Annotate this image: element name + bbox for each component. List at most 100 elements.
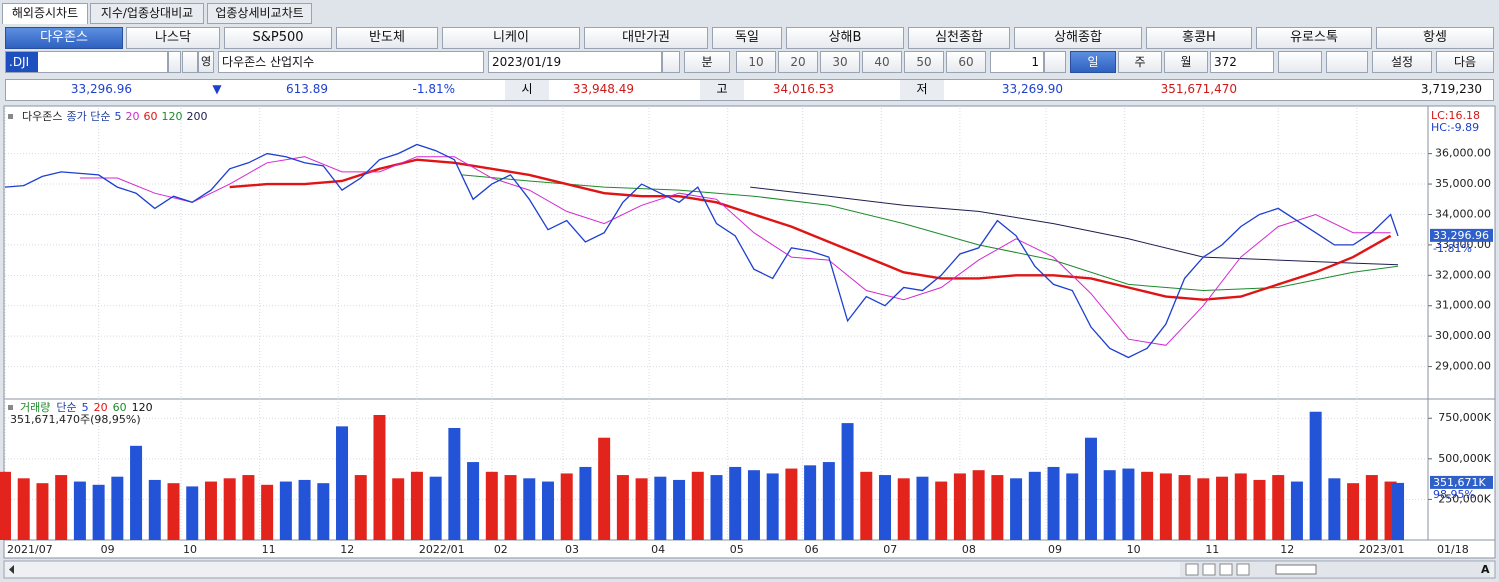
symbol-input[interactable]: .DJI bbox=[5, 51, 168, 73]
last-price: 33,296.96 bbox=[70, 82, 132, 96]
x-tick-label: 03 bbox=[565, 543, 579, 556]
tab[interactable]: 업종상세비교차트 bbox=[207, 3, 312, 24]
x-tick-label: 2023/01 bbox=[1359, 543, 1405, 556]
volume-bar bbox=[804, 465, 817, 540]
volume-bar bbox=[935, 481, 948, 540]
legend-item: 60 bbox=[143, 110, 157, 123]
volume-bar bbox=[186, 486, 199, 540]
minute-option[interactable]: 20 bbox=[778, 51, 818, 73]
index-button[interactable]: 홍콩H bbox=[1146, 27, 1252, 49]
x-tick-label: 07 bbox=[883, 543, 897, 556]
volume-bar bbox=[1290, 481, 1303, 540]
y-tick-label: 34,000.00 bbox=[1435, 207, 1491, 220]
ma-line bbox=[750, 186, 1399, 266]
volume-bar bbox=[841, 423, 854, 540]
minute-option[interactable]: 30 bbox=[820, 51, 860, 73]
legend-title: 다우존스 bbox=[22, 110, 62, 123]
volume-bar bbox=[223, 478, 236, 540]
volume-bar bbox=[635, 478, 648, 540]
label: 고 bbox=[700, 80, 744, 100]
volume-bar bbox=[879, 475, 892, 540]
period-button[interactable]: 월 bbox=[1164, 51, 1208, 73]
playback-button bbox=[1202, 563, 1216, 576]
period-button[interactable]: 주 bbox=[1118, 51, 1162, 73]
volume-bar bbox=[1347, 483, 1360, 540]
volume-bar bbox=[354, 475, 367, 540]
dropdown[interactable] bbox=[1044, 51, 1066, 73]
index-button[interactable]: 심천종합 bbox=[908, 27, 1010, 49]
zoom-text: A bbox=[1481, 563, 1490, 576]
name-field: 다우존스 산업지수 bbox=[218, 51, 484, 73]
period-button[interactable]: 일 bbox=[1070, 51, 1116, 73]
legend: 거래량 단순 5 20 60 120 bbox=[20, 401, 153, 414]
index-button[interactable]: 대만가권 bbox=[584, 27, 708, 49]
index-button[interactable]: 반도체 bbox=[336, 27, 438, 49]
last-tag bbox=[1430, 475, 1493, 489]
date-input[interactable]: 2023/01/19 bbox=[488, 51, 662, 73]
legend-item: 120 bbox=[132, 401, 153, 414]
volume-bar bbox=[953, 473, 966, 540]
y-tick-label: 250,000K bbox=[1438, 492, 1491, 505]
index-button[interactable]: 나스닥 bbox=[126, 27, 220, 49]
y-tick-label: 750,000K bbox=[1438, 411, 1491, 424]
change-pct: -1.81% bbox=[412, 82, 455, 96]
x-tick-label: 11 bbox=[262, 543, 276, 556]
volume-bar bbox=[1010, 478, 1023, 540]
volume-bar bbox=[17, 478, 30, 540]
minute-option[interactable]: 10 bbox=[736, 51, 776, 73]
y-tick-label: 31,000.00 bbox=[1435, 299, 1491, 312]
index-button[interactable]: 항셍 bbox=[1376, 27, 1494, 49]
tab[interactable]: 지수/업종상대비교 bbox=[90, 3, 204, 24]
volume-bar bbox=[279, 481, 292, 540]
lang-button[interactable]: 영 bbox=[198, 51, 214, 73]
index-button[interactable]: 니케이 bbox=[442, 27, 580, 49]
volume-bar bbox=[560, 473, 573, 540]
chart-style-button[interactable] bbox=[1326, 51, 1368, 73]
x-tick-label: 05 bbox=[730, 543, 744, 556]
scroll-track bbox=[1180, 562, 1490, 577]
volume-bar bbox=[1028, 471, 1041, 540]
x-tick-label: 09 bbox=[1048, 543, 1062, 556]
dropdown[interactable] bbox=[168, 51, 181, 73]
minute-button[interactable]: 분 bbox=[684, 51, 730, 73]
tab[interactable]: 해외증시차트 bbox=[2, 3, 88, 24]
unit-select[interactable]: 1 bbox=[990, 51, 1044, 73]
count-input[interactable]: 372 bbox=[1210, 51, 1274, 73]
volume-bar bbox=[579, 466, 592, 540]
volume-bar bbox=[55, 475, 68, 540]
legend-item: 5 bbox=[82, 401, 89, 414]
volume-bar bbox=[0, 471, 11, 540]
next-button[interactable]: 다음 bbox=[1436, 51, 1494, 73]
index-button[interactable]: S&P500 bbox=[224, 27, 332, 49]
x-tick-label: 2021/07 bbox=[7, 543, 53, 556]
volume-bar bbox=[1141, 471, 1154, 540]
x-tick-label: 10 bbox=[1127, 543, 1141, 556]
index-button[interactable]: 상해B bbox=[786, 27, 904, 49]
playback-button bbox=[1185, 563, 1199, 576]
minute-option[interactable]: 60 bbox=[946, 51, 986, 73]
index-button[interactable]: 다우존스 bbox=[5, 27, 123, 49]
search-button[interactable] bbox=[182, 51, 198, 73]
minute-option[interactable]: 50 bbox=[904, 51, 944, 73]
volume-bar bbox=[410, 471, 423, 540]
volume-bar bbox=[1392, 482, 1405, 540]
volume: 351,671,470 bbox=[1160, 82, 1237, 96]
legend-item: 5 bbox=[114, 110, 121, 123]
calendar-button[interactable] bbox=[662, 51, 680, 73]
x-tick-label: 02 bbox=[494, 543, 508, 556]
chart-style-button[interactable] bbox=[1278, 51, 1322, 73]
index-button[interactable]: 유로스톡 bbox=[1256, 27, 1372, 49]
y-tick-label: 30,000.00 bbox=[1435, 329, 1491, 342]
quote-bar bbox=[5, 79, 1494, 101]
volume-bar bbox=[747, 470, 760, 540]
playback-button bbox=[1236, 563, 1250, 576]
x-end-label: 01/18 bbox=[1437, 543, 1469, 556]
index-button[interactable]: 상해종합 bbox=[1014, 27, 1142, 49]
index-button[interactable]: 독일 bbox=[712, 27, 782, 49]
settings-button[interactable]: 설정 bbox=[1372, 51, 1432, 73]
volume-bar bbox=[673, 479, 686, 540]
minute-option[interactable]: 40 bbox=[862, 51, 902, 73]
last-tag-label: 351,671K bbox=[1433, 476, 1486, 489]
x-tick-label: 08 bbox=[962, 543, 976, 556]
y-tick-label: 36,000.00 bbox=[1435, 147, 1491, 160]
